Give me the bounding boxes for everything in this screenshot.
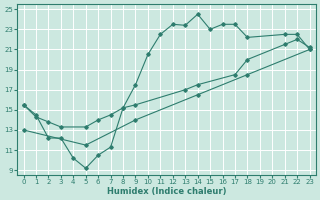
X-axis label: Humidex (Indice chaleur): Humidex (Indice chaleur) [107, 187, 226, 196]
